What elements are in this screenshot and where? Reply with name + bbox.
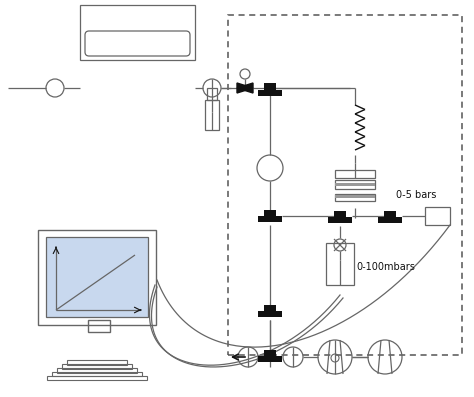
Bar xyxy=(378,217,402,223)
Bar xyxy=(335,194,375,201)
Bar xyxy=(57,368,137,373)
Polygon shape xyxy=(237,83,253,93)
Bar xyxy=(384,211,396,221)
Bar xyxy=(264,83,276,93)
Bar xyxy=(258,311,282,317)
Text: 0-100mbars: 0-100mbars xyxy=(356,262,415,272)
Bar xyxy=(52,372,142,376)
Bar xyxy=(205,100,219,130)
Bar xyxy=(258,90,282,96)
Bar xyxy=(46,237,148,317)
Bar xyxy=(264,350,276,360)
Bar xyxy=(67,360,127,365)
Text: 0-5 bars: 0-5 bars xyxy=(396,190,437,200)
Bar xyxy=(207,88,217,100)
Bar xyxy=(425,207,450,225)
Bar xyxy=(62,364,132,369)
Bar xyxy=(335,183,375,186)
Polygon shape xyxy=(237,83,253,93)
Bar xyxy=(258,216,282,222)
Bar xyxy=(264,210,276,220)
Bar xyxy=(80,5,195,60)
Bar xyxy=(326,243,354,285)
Bar xyxy=(328,217,352,223)
Bar xyxy=(47,376,147,380)
Bar xyxy=(335,180,375,189)
Bar xyxy=(38,230,156,325)
Bar xyxy=(88,320,110,332)
Bar xyxy=(264,305,276,315)
Bar xyxy=(258,356,282,362)
Bar xyxy=(335,195,375,198)
Bar xyxy=(228,15,462,355)
Bar xyxy=(335,170,375,178)
Bar xyxy=(334,211,346,221)
